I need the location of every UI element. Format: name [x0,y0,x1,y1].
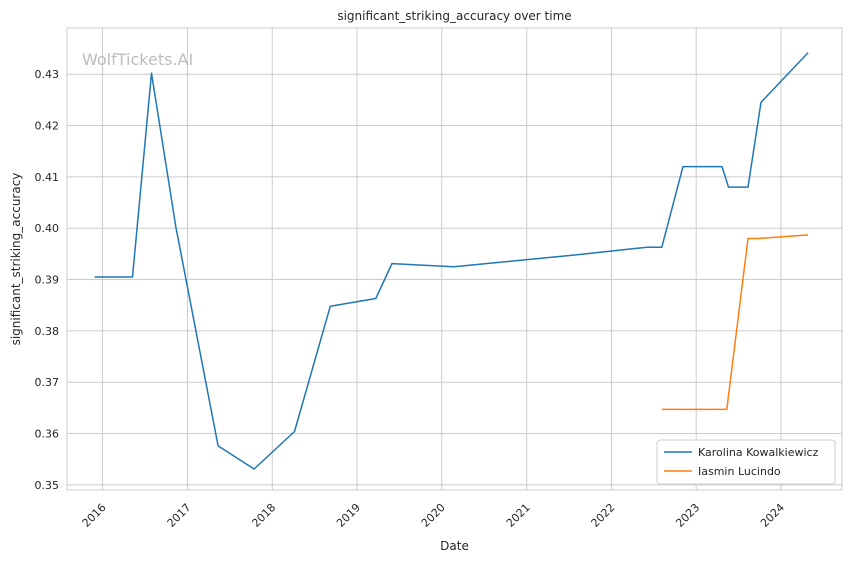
y-tick-label: 0.37 [35,376,60,389]
y-axis-label: significant_striking_accuracy [9,173,23,346]
chart-title: significant_striking_accuracy over time [337,9,571,23]
legend-label-karolina: Karolina Kowalkiewicz [698,446,819,459]
y-tick-label: 0.36 [35,428,60,441]
legend: Karolina Kowalkiewicz Iasmin Lucindo [656,439,836,485]
y-tick-label: 0.42 [35,120,60,133]
y-axis: 0.35 0.36 0.37 0.38 0.39 0.40 0.41 0.42 0.43 [35,68,60,492]
legend-label-iasmin: Iasmin Lucindo [698,465,781,478]
series-line-0 [94,52,809,470]
watermark: WolfTickets.AI [82,50,193,69]
series-lines [94,52,809,470]
y-tick-label: 0.41 [35,171,60,184]
y-tick-label: 0.43 [35,68,60,81]
y-tick-label: 0.39 [35,274,60,287]
x-axis-label: Date [440,539,469,553]
y-tick-label: 0.35 [35,479,60,492]
legend-box [656,439,836,485]
plot-frame [66,27,843,491]
series-line-1 [661,234,809,411]
y-tick-label: 0.40 [35,222,60,235]
x-axis: 2016 2017 2018 2019 2020 2021 2022 2023 2024 [80,501,787,530]
y-tick-label: 0.38 [35,325,60,338]
